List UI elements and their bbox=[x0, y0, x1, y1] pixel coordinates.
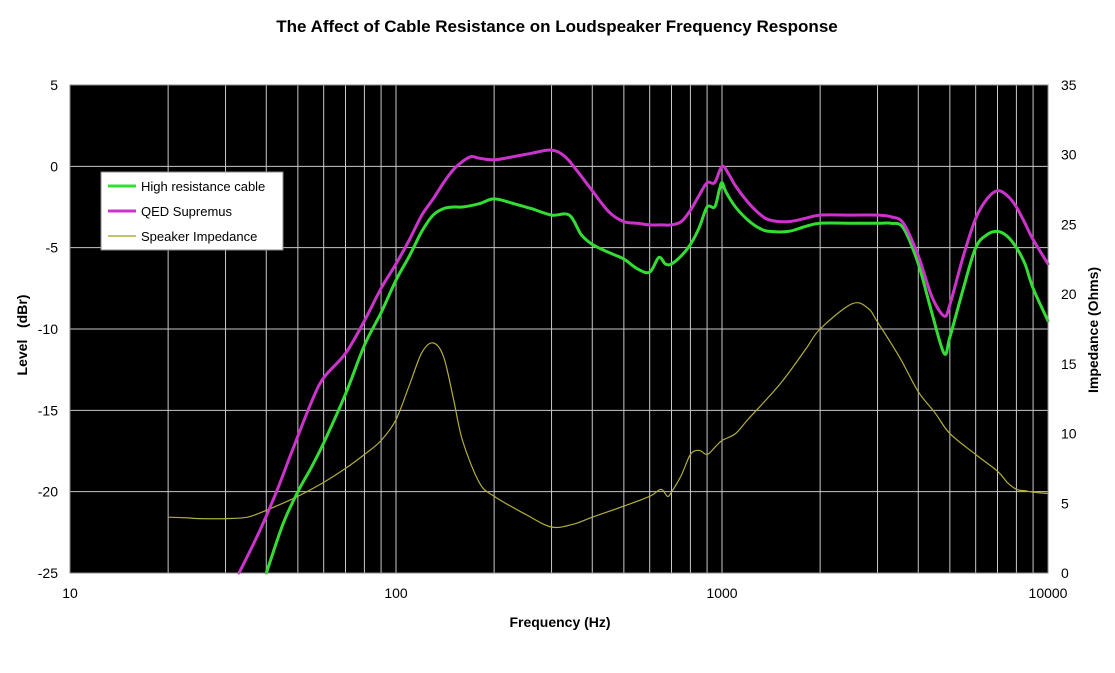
y-tick-label: 5 bbox=[50, 77, 58, 93]
y2-tick-label: 0 bbox=[1061, 565, 1069, 581]
legend-label-qed-supremus: QED Supremus bbox=[141, 204, 233, 219]
series-line-qed-supremus bbox=[237, 148, 1050, 575]
grid-lines bbox=[70, 85, 1048, 573]
plot-border bbox=[69, 84, 1049, 574]
series-line-speaker-impedance bbox=[167, 302, 1049, 529]
x-tick-label: 100 bbox=[384, 585, 408, 601]
legend-label-speaker-impedance: Speaker Impedance bbox=[141, 229, 257, 244]
y2-tick-labels: 35 30 25 20 15 10 5 0 bbox=[1061, 77, 1077, 581]
y-tick-label: -25 bbox=[38, 565, 58, 581]
y2-tick-label: 30 bbox=[1061, 147, 1077, 163]
y2-tick-label: 15 bbox=[1061, 356, 1077, 372]
y2-axis-title: Impedance (Ohms) bbox=[1085, 267, 1101, 393]
y-axis-title: Level (dBr) bbox=[14, 295, 30, 376]
legend-label-high-resistance-cable: High resistance cable bbox=[141, 179, 265, 194]
y-tick-label: 0 bbox=[50, 158, 58, 174]
y-tick-labels: 5 0 -5 -10 -15 -20 -25 bbox=[38, 77, 58, 581]
legend: High resistance cable QED Supremus Speaker… bbox=[100, 171, 284, 251]
y-tick-label: -15 bbox=[38, 402, 58, 418]
x-axis-title: Frequency (Hz) bbox=[509, 614, 610, 630]
x-tick-labels: 10 100 1000 10000 bbox=[62, 585, 1067, 601]
series-layer bbox=[167, 148, 1050, 575]
y-tick-label: -10 bbox=[38, 321, 58, 337]
x-tick-label: 10 bbox=[62, 585, 78, 601]
y2-tick-label: 10 bbox=[1061, 426, 1077, 442]
chart-title: The Affect of Cable Resistance on Loudsp… bbox=[276, 17, 837, 36]
series-line-high-resistance-cable bbox=[264, 181, 1050, 575]
y2-tick-label: 20 bbox=[1061, 286, 1077, 302]
y-tick-label: -20 bbox=[38, 484, 58, 500]
y2-tick-label: 35 bbox=[1061, 77, 1077, 93]
y-tick-label: -5 bbox=[46, 240, 59, 256]
y2-tick-label: 25 bbox=[1061, 216, 1077, 232]
y2-tick-label: 5 bbox=[1061, 495, 1069, 511]
x-tick-label: 10000 bbox=[1029, 585, 1068, 601]
x-tick-label: 1000 bbox=[706, 585, 737, 601]
